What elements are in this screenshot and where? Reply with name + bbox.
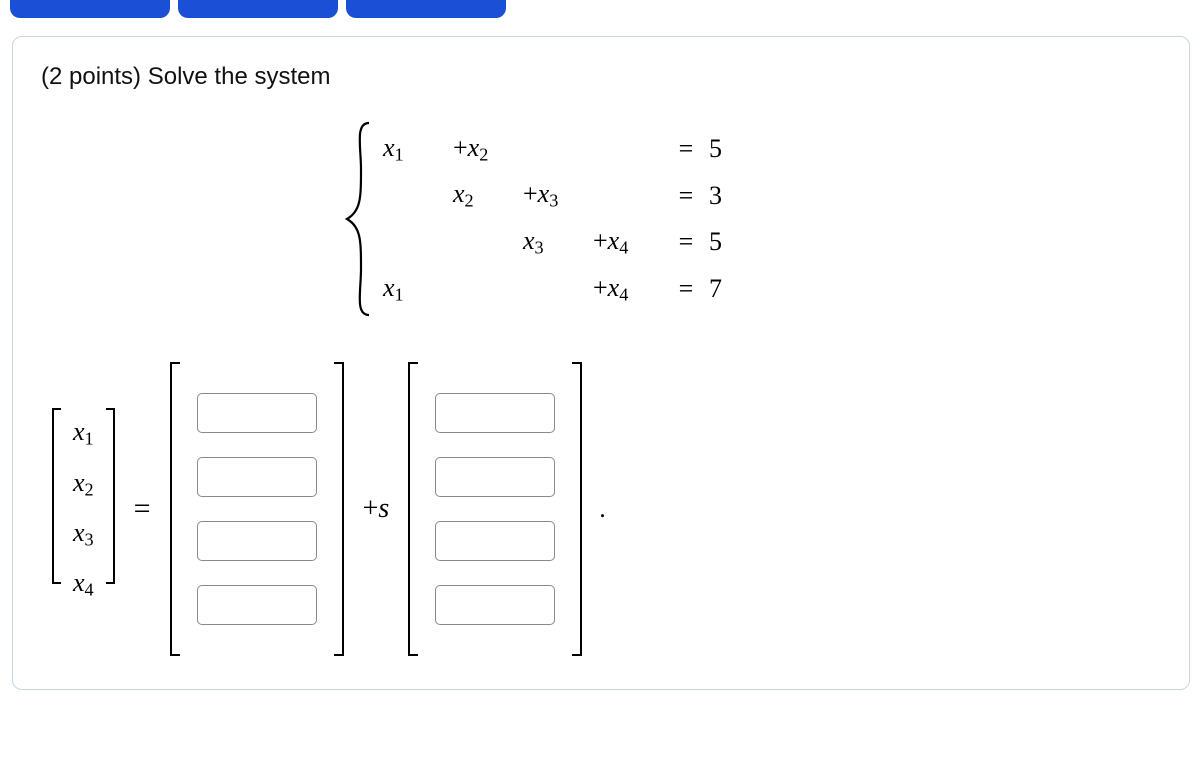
points-label: (2 points) (41, 63, 141, 90)
equals-sign: = (663, 181, 709, 211)
eq-cell: +x4 (593, 226, 663, 259)
tab[interactable] (178, 0, 338, 18)
rhs-value: 5 (709, 134, 745, 164)
eq-cell: x2 (453, 179, 523, 212)
right-bracket-icon (104, 406, 118, 586)
answer-input[interactable] (435, 457, 555, 497)
left-bracket-icon (405, 359, 421, 659)
answer-input[interactable] (197, 521, 317, 561)
eq-cell: +x2 (453, 133, 523, 166)
answer-row: x1 x2 x3 x4 = +s (41, 359, 1161, 659)
eq-cell: x1 (383, 133, 453, 166)
left-bracket-icon (49, 406, 63, 586)
prompt-text: Solve the system (148, 63, 331, 90)
period: . (595, 494, 606, 524)
eq-cell: +x4 (593, 273, 663, 306)
particular-vector (167, 359, 347, 659)
plus-s-label: +s (357, 493, 396, 525)
tab[interactable] (10, 0, 170, 18)
tab[interactable] (346, 0, 506, 18)
answer-input[interactable] (197, 585, 317, 625)
rhs-value: 7 (709, 274, 745, 304)
eq-cell: x3 (523, 226, 593, 259)
homogeneous-vector (405, 359, 585, 659)
problem-container: (2 points) Solve the system x1 +x2 = 5 x… (12, 36, 1190, 690)
equation-system: x1 +x2 = 5 x2 +x3 = 3 x3 +x4 = 5 x1 (41, 119, 1161, 319)
var-label: x3 (73, 517, 94, 551)
left-bracket-icon (167, 359, 183, 659)
right-bracket-icon (569, 359, 585, 659)
equals-sign: = (663, 227, 709, 257)
eq-cell: +x3 (523, 179, 593, 212)
answer-input[interactable] (435, 521, 555, 561)
left-brace-icon (341, 119, 377, 319)
problem-prompt: (2 points) Solve the system (41, 63, 1161, 91)
var-label: x4 (73, 567, 94, 601)
equation-grid: x1 +x2 = 5 x2 +x3 = 3 x3 +x4 = 5 x1 (383, 133, 745, 305)
var-label: x1 (73, 416, 94, 450)
eq-cell: x1 (383, 273, 453, 306)
right-bracket-icon (331, 359, 347, 659)
var-label: x2 (73, 467, 94, 501)
tab-bar (0, 0, 1202, 18)
answer-input[interactable] (435, 393, 555, 433)
rhs-value: 5 (709, 227, 745, 257)
equals-sign: = (128, 492, 157, 526)
variable-vector: x1 x2 x3 x4 (49, 406, 118, 612)
answer-input[interactable] (435, 585, 555, 625)
equals-sign: = (663, 134, 709, 164)
rhs-value: 3 (709, 181, 745, 211)
answer-input[interactable] (197, 393, 317, 433)
answer-input[interactable] (197, 457, 317, 497)
equals-sign: = (663, 274, 709, 304)
